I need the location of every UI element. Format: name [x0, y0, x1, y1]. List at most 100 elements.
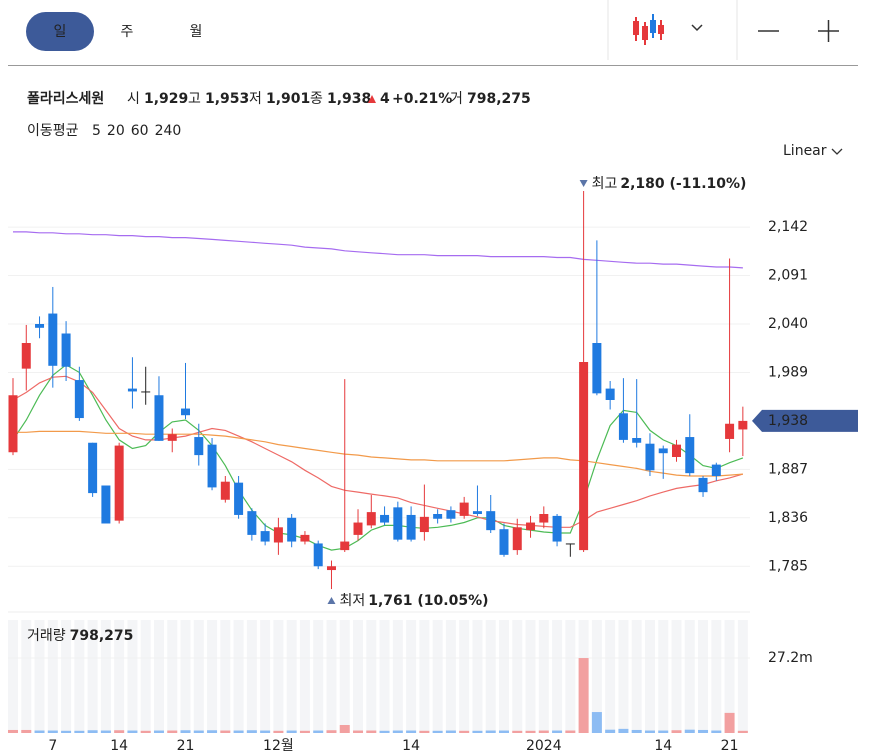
ma-line [12, 364, 744, 551]
column-bg [74, 620, 85, 733]
volume-bar [193, 730, 204, 733]
y-tick-label: 2,040 [768, 316, 808, 332]
candle-body [114, 445, 124, 521]
scale-chevron[interactable] [831, 148, 843, 155]
volume-bar [459, 730, 470, 733]
column-bg [87, 620, 98, 733]
column-bg [233, 620, 244, 733]
column-bg [286, 620, 297, 733]
dropdown-chevron[interactable] [691, 24, 703, 32]
up-triangle [368, 95, 376, 103]
column-bg [366, 620, 377, 733]
volume-bar [61, 730, 72, 733]
column-bg [698, 620, 709, 733]
candle-body [393, 507, 403, 540]
column-bg [313, 620, 324, 733]
ma-title: 이동평균 [27, 123, 79, 139]
column-bg [618, 620, 629, 733]
volume-bar [406, 730, 417, 733]
candle-body [565, 543, 575, 545]
period-tab[interactable]: 일 [54, 24, 67, 40]
candle-type-icon[interactable] [633, 14, 664, 45]
volume-bar [658, 730, 669, 733]
volume-bar [246, 730, 257, 733]
volume-bar [419, 730, 430, 733]
tab-active-bg[interactable] [26, 12, 94, 51]
candle-body [499, 529, 509, 555]
candle-body [711, 464, 721, 476]
period-tab[interactable]: 월 [190, 24, 203, 40]
quote-value: 1,929 [144, 91, 188, 107]
volume-bar [114, 730, 125, 733]
volume-bar [711, 730, 722, 733]
candle-body [672, 444, 681, 457]
volume-bar [525, 730, 536, 733]
scale-mode[interactable]: Linear [783, 143, 827, 159]
volume-bar [565, 730, 576, 733]
volume-bar [472, 730, 483, 733]
column-bg [207, 620, 218, 733]
volume-bar [87, 730, 98, 733]
volume-bar [498, 730, 509, 733]
column-bg [21, 620, 32, 733]
volume-bar [724, 712, 735, 733]
candle-body [526, 522, 536, 531]
column-bg [180, 620, 191, 733]
candle-body [512, 527, 522, 551]
candle-body [220, 481, 230, 500]
y-tick-label: 1,887 [768, 461, 808, 477]
column-bg [445, 620, 456, 733]
zoom-in[interactable] [818, 20, 839, 42]
column-bg [167, 620, 178, 733]
quote-label: 시 [127, 91, 140, 107]
legend-entry: 20 [107, 123, 125, 139]
candle-body [579, 362, 589, 551]
column-bg [644, 620, 655, 733]
x-tick-label: 21 [177, 738, 195, 754]
volume-bar [21, 729, 32, 733]
volume-bar [538, 730, 549, 733]
y-tick-label: 1,989 [768, 364, 808, 380]
candle-body [353, 522, 363, 535]
volume-bar [100, 730, 111, 733]
column-bg [631, 620, 642, 733]
column-bg [605, 620, 616, 733]
volume-bar [552, 730, 563, 733]
candle-body [181, 408, 191, 416]
column-bg [406, 620, 417, 733]
high-note-value: 2,180 (-11.10%) [620, 176, 746, 192]
x-tick-label: 14 [402, 738, 420, 754]
volume-bar [512, 730, 523, 733]
candle-body [419, 516, 429, 533]
ma-line [13, 231, 743, 269]
x-tick-label: 12월 [263, 738, 294, 754]
column-bg [392, 620, 403, 733]
column-bg [220, 620, 231, 733]
volume-bar [233, 730, 244, 733]
column-bg [100, 620, 111, 733]
candle-body [21, 343, 31, 369]
candle-body [605, 388, 615, 400]
column-bg [658, 620, 669, 733]
candle-body [698, 477, 708, 493]
volume-bar [339, 725, 350, 733]
column-bg [724, 620, 735, 733]
volume-bar [671, 730, 682, 733]
column-bg [485, 620, 496, 733]
volume-bar [220, 730, 231, 733]
ma-line [13, 430, 743, 477]
candle-body [207, 444, 217, 488]
volume-bar [591, 712, 602, 733]
x-tick-label: 14 [110, 738, 128, 754]
candle-body [101, 485, 111, 524]
column-bg [61, 620, 72, 733]
y-tick-label: 2,091 [768, 268, 808, 284]
period-tab[interactable]: 주 [121, 24, 134, 40]
column-bg [127, 620, 138, 733]
column-bg [512, 620, 523, 733]
column-bg [193, 620, 204, 733]
volume-bar [737, 730, 748, 733]
candle-body [154, 395, 164, 441]
y-tick-label: 1,836 [768, 510, 808, 526]
low-note-value: 1,761 (10.05%) [368, 593, 488, 609]
